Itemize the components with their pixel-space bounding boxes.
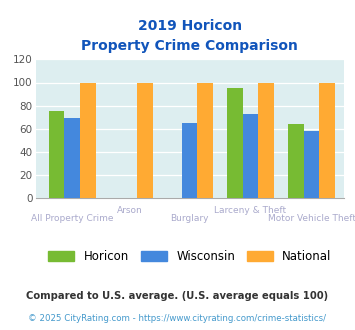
- Bar: [243, 114, 258, 198]
- Bar: [320, 82, 335, 198]
- Text: Burglary: Burglary: [170, 214, 209, 223]
- Bar: [227, 88, 243, 198]
- Text: Compared to U.S. average. (U.S. average equals 100): Compared to U.S. average. (U.S. average …: [26, 291, 329, 301]
- Text: Larceny & Theft: Larceny & Theft: [214, 206, 286, 215]
- Bar: [304, 131, 320, 198]
- Text: © 2025 CityRating.com - https://www.cityrating.com/crime-statistics/: © 2025 CityRating.com - https://www.city…: [28, 314, 327, 323]
- Bar: [49, 112, 64, 198]
- Bar: [64, 118, 80, 198]
- Text: Motor Vehicle Theft: Motor Vehicle Theft: [268, 214, 355, 223]
- Legend: Horicon, Wisconsin, National: Horicon, Wisconsin, National: [44, 246, 336, 268]
- Title: 2019 Horicon
Property Crime Comparison: 2019 Horicon Property Crime Comparison: [82, 19, 298, 53]
- Bar: [288, 124, 304, 198]
- Bar: [137, 82, 153, 198]
- Bar: [182, 123, 197, 198]
- Bar: [197, 82, 213, 198]
- Bar: [258, 82, 274, 198]
- Bar: [80, 82, 96, 198]
- Text: All Property Crime: All Property Crime: [31, 214, 114, 223]
- Text: Arson: Arson: [116, 206, 142, 215]
